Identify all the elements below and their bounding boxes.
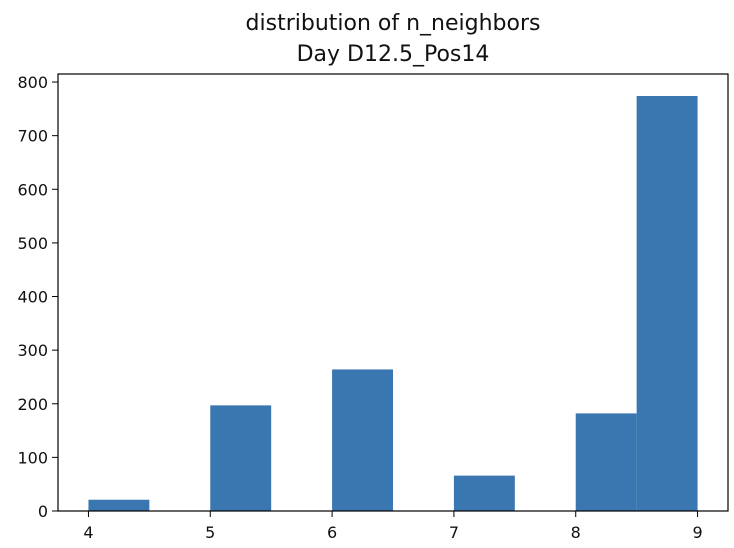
y-tick-label-2: 200 [17, 395, 48, 414]
histogram-bar-5 [636, 95, 698, 512]
y-tick-label-7: 700 [17, 127, 48, 146]
plot-frame [57, 73, 729, 512]
y-tick-label-6: 600 [17, 180, 48, 199]
y-tick-label-3: 300 [17, 341, 48, 360]
x-tick-label-3: 7 [449, 523, 459, 542]
chart-title: distribution of n_neighbors [245, 11, 541, 36]
histogram-bar-0 [88, 499, 150, 511]
histogram-bar-2 [332, 369, 393, 511]
axes-layer [57, 73, 729, 512]
histogram-bar-3 [453, 475, 515, 511]
y-tick-label-8: 800 [17, 73, 48, 92]
ticks-layer: 0 100 200 300 400 500 600 700 800 4 5 6 7 8 9 [17, 73, 702, 542]
bars-layer [88, 95, 698, 512]
x-tick-label-2: 6 [327, 523, 337, 542]
x-tick-label-4: 8 [571, 523, 581, 542]
x-tick-label-5: 9 [692, 523, 702, 542]
y-tick-label-0: 0 [38, 502, 48, 521]
x-tick-label-0: 4 [83, 523, 93, 542]
chart-subtitle: Day D12.5_Pos14 [296, 42, 490, 67]
y-tick-label-5: 500 [17, 234, 48, 253]
histogram-bar-4 [575, 413, 637, 511]
histogram-bar-1 [210, 405, 272, 511]
x-tick-label-1: 5 [205, 523, 215, 542]
y-tick-label-4: 400 [17, 288, 48, 307]
y-tick-label-1: 100 [17, 448, 48, 467]
